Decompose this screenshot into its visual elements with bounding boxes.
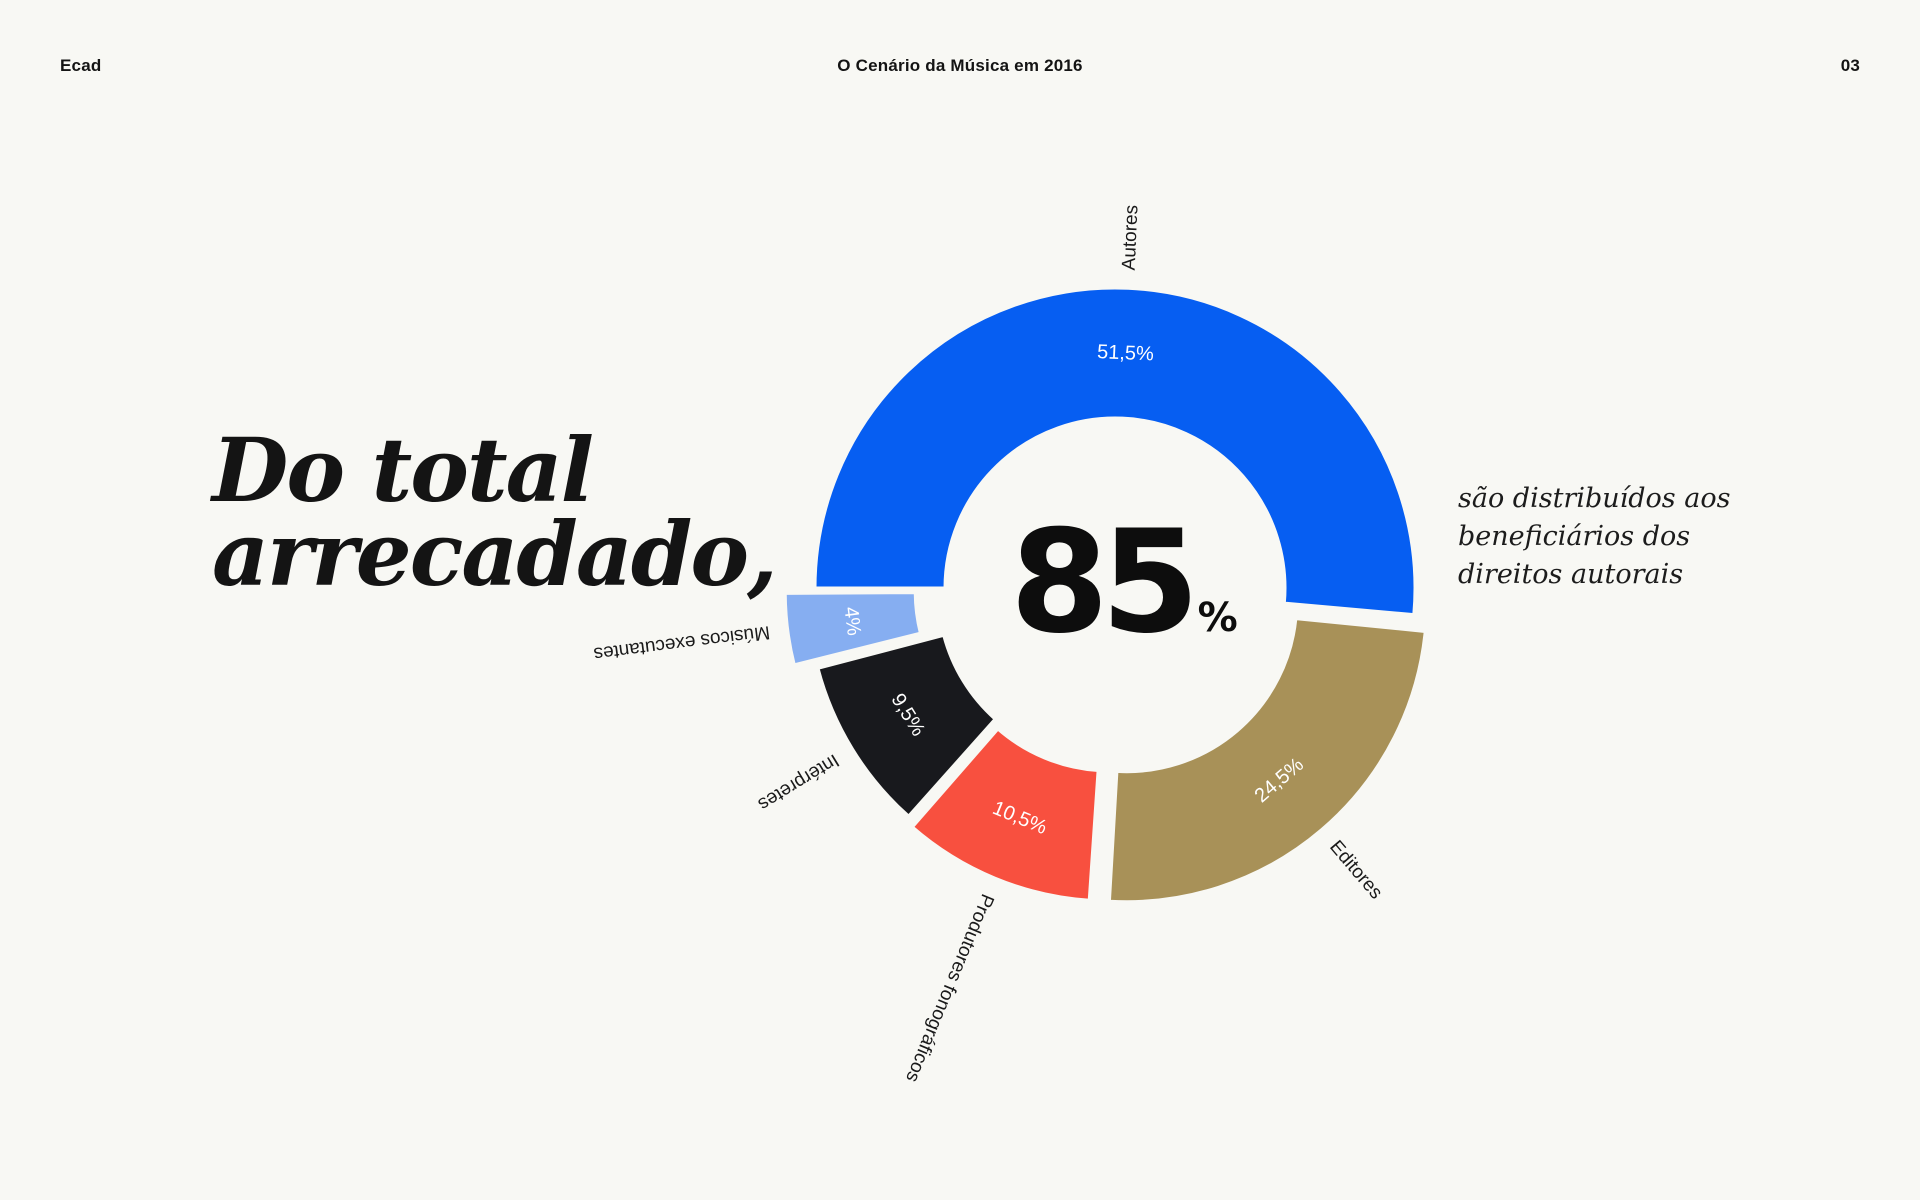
slice-category-label: Produtores fonográficos xyxy=(901,891,998,1085)
slice-category-label: Intérpretes xyxy=(754,749,842,814)
center-number: 85 xyxy=(1010,500,1200,665)
headline-line-1: Do total xyxy=(212,418,594,522)
side-note-line-3: direitos autorais xyxy=(1458,559,1684,590)
donut-slice xyxy=(813,286,1417,617)
side-note-line-2: beneficiários dos xyxy=(1458,521,1691,552)
center-unit: % xyxy=(1197,595,1238,641)
donut-slice xyxy=(816,633,998,819)
donut-slice xyxy=(1107,616,1427,904)
headline-line-2: arrecadado, xyxy=(212,502,778,606)
document-title: O Cenário da Música em 2016 xyxy=(837,56,1083,75)
side-note-line-1: são distribuídos aos xyxy=(1458,483,1731,514)
side-note: são distribuídos aos beneficiários dos d… xyxy=(1458,480,1798,594)
center-value: 85% xyxy=(1010,508,1238,693)
page-number: 03 xyxy=(1840,56,1860,75)
brand-name: Ecad xyxy=(60,56,102,75)
headline: Do total arrecadado, xyxy=(212,418,778,606)
slice-value-label: 51,5% xyxy=(1097,341,1155,366)
donut-slice xyxy=(783,591,923,667)
slice-category-label: Editores xyxy=(1325,837,1386,904)
donut-slice xyxy=(910,726,1100,902)
slice-value-label: 4% xyxy=(839,605,864,637)
slice-category-label: Autores xyxy=(1119,204,1143,270)
slice-category-label: Músicos executantes xyxy=(592,621,771,664)
